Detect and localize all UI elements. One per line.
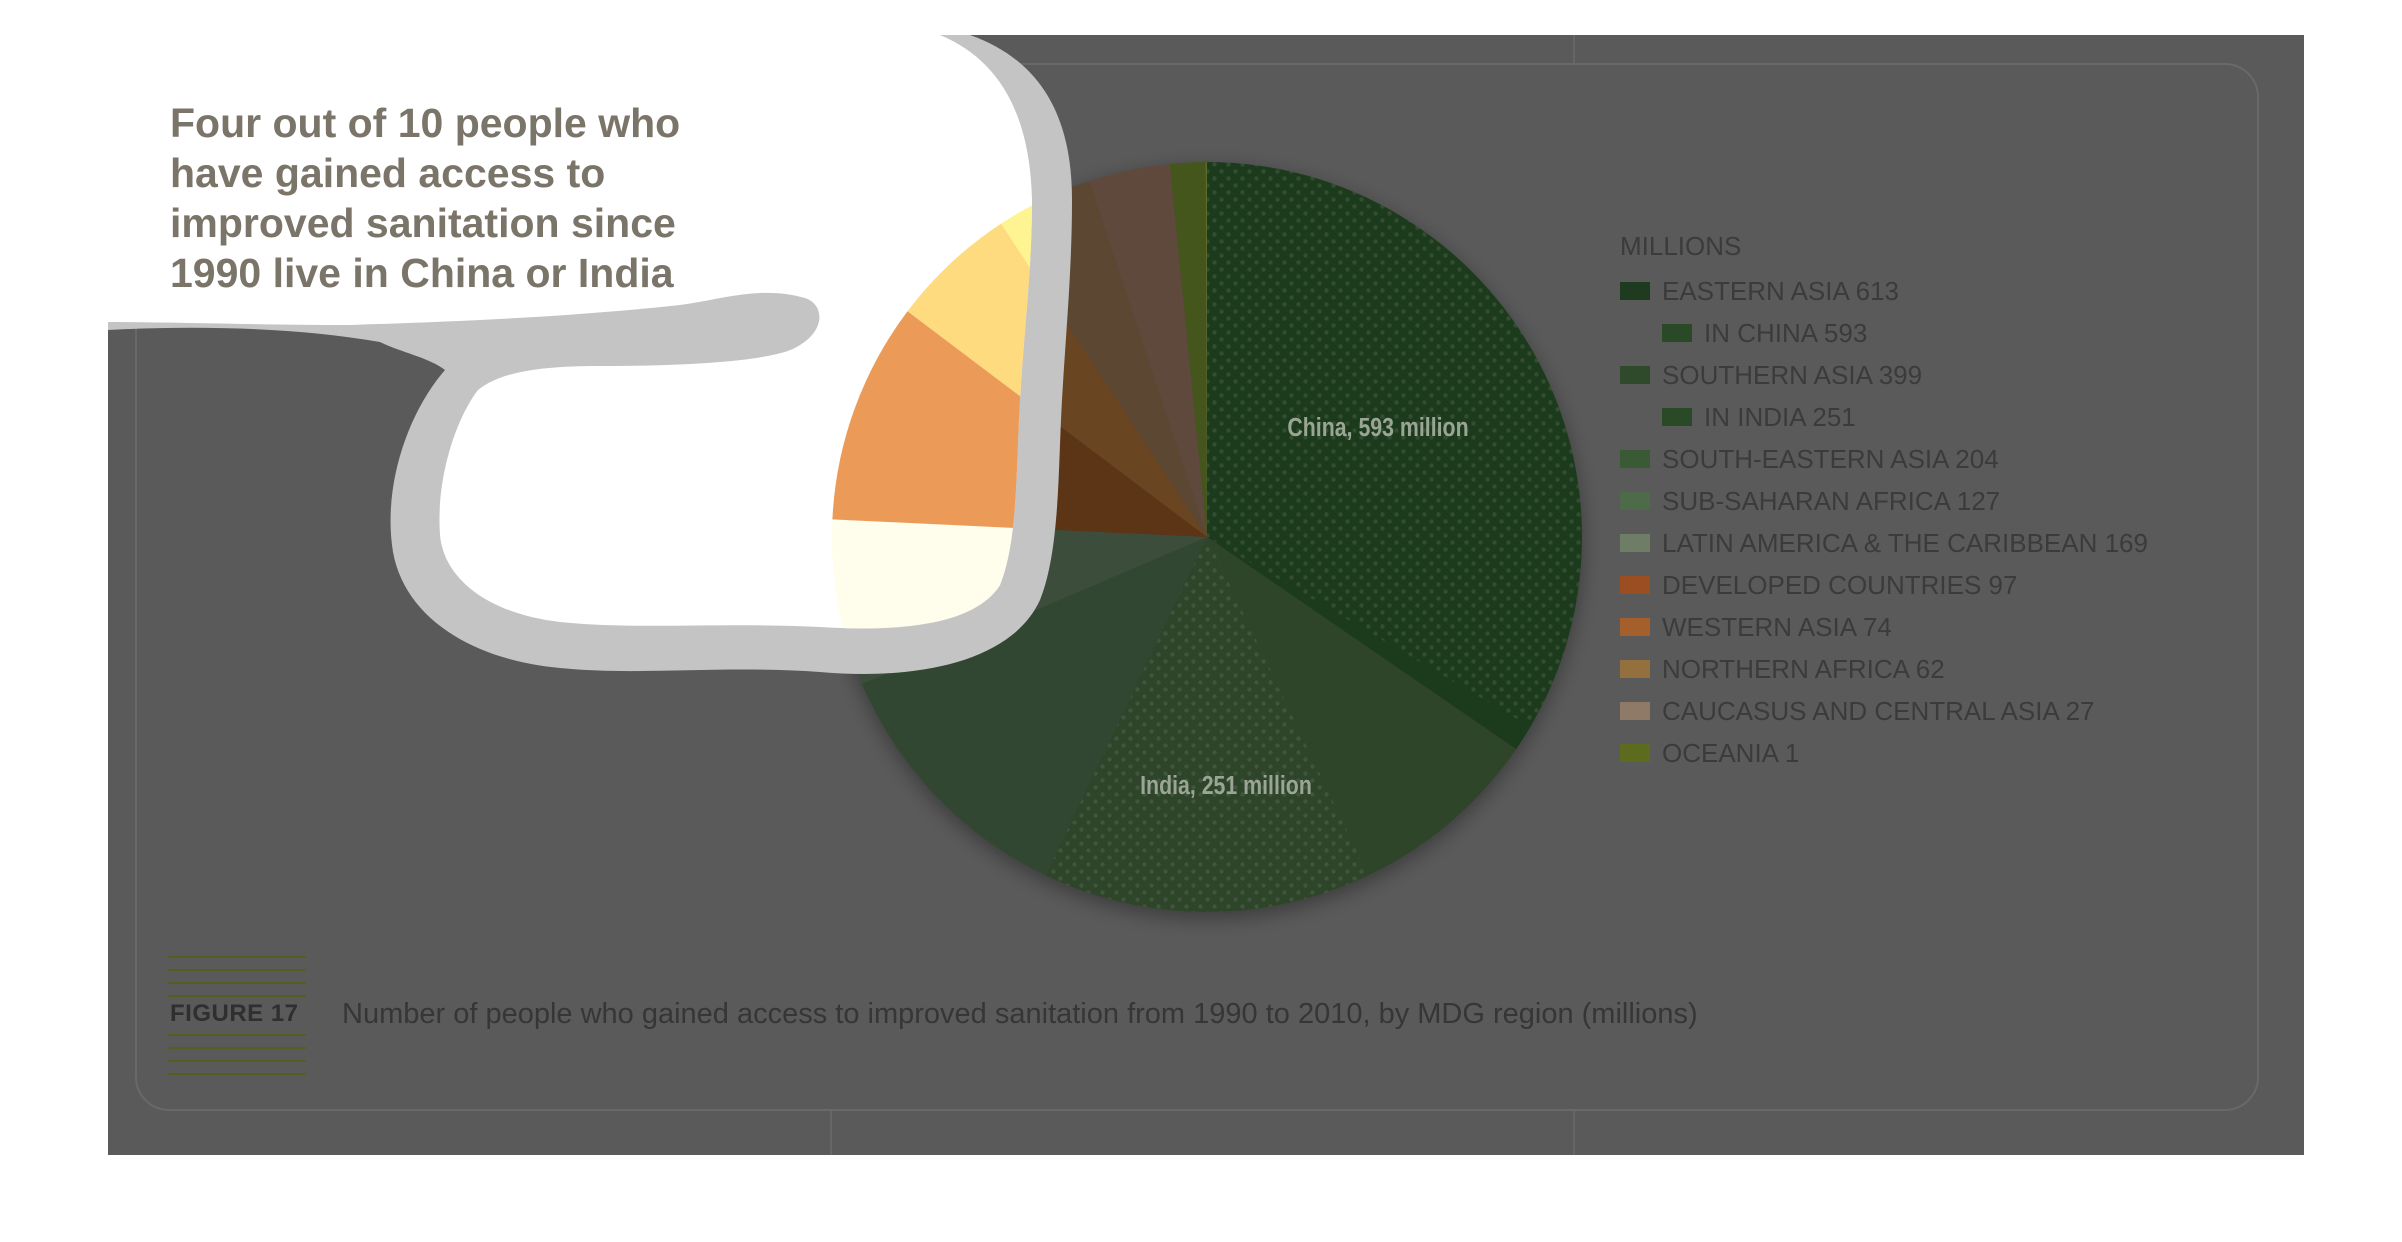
legend-swatch: [1620, 534, 1650, 552]
figure-caption: Number of people who gained access to im…: [342, 998, 1698, 1030]
callout-fill: [108, 35, 1032, 629]
pie-slice-south-eastern-asia: [862, 537, 1207, 876]
callout-slice-northern-africa: [1089, 164, 1207, 537]
legend-item: OCEANIA 1: [1620, 732, 2148, 774]
legend-item: IN CHINA 593: [1620, 312, 2148, 354]
legend-label: SOUTH-EASTERN ASIA 204: [1662, 443, 1999, 474]
legend-title: MILLIONS: [1620, 231, 1742, 261]
callout-slice-caucasus-and-central-asia: [1170, 162, 1207, 537]
callout-slice-developed-countries: [907, 223, 1032, 537]
column-divider: [1573, 1110, 1575, 1155]
pie-subslice-in-india: [1045, 537, 1369, 913]
legend-swatch: [1620, 744, 1650, 762]
pie-slice-northern-africa: [1089, 163, 1207, 537]
column-divider: [830, 1110, 832, 1155]
legend-item: WESTERN ASIA 74: [1620, 606, 2148, 648]
legend-label: OCEANIA 1: [1662, 737, 1800, 768]
figure-frame: [135, 63, 2259, 1111]
callout-slice-eastern-asia: [1207, 162, 1582, 749]
legend-swatch: [1620, 660, 1650, 678]
callout-slice-southern-asia: [1046, 537, 1517, 912]
headline: Four out of 10 people who have gained ac…: [170, 100, 681, 296]
legend-label: SUB-SAHARAN AFRICA 127: [1662, 485, 2001, 516]
pie-subslice-in-china: [1207, 162, 1582, 727]
figure-label-lines: [168, 956, 306, 1075]
legend-label: IN CHINA 593: [1704, 317, 1868, 348]
legend-item: EASTERN ASIA 613: [1620, 270, 2148, 312]
pie-slice-caucasus-and-central-asia: [1169, 162, 1207, 537]
legend-swatch: [1620, 492, 1650, 510]
legend-item: CAUCASUS AND CENTRAL ASIA 27: [1620, 690, 2148, 732]
legend-label: DEVELOPED COUNTRIES 97: [1662, 569, 2018, 600]
data-label-china: China, 593 million: [1287, 413, 1468, 443]
legend-swatch: [1620, 450, 1650, 468]
legend-item: SOUTH-EASTERN ASIA 204: [1620, 438, 2148, 480]
legend-label: NORTHERN AFRICA 62: [1662, 653, 1945, 684]
callout-slice-oceania: [1206, 162, 1207, 537]
legend-item: LATIN AMERICA & THE CARIBBEAN 169: [1620, 522, 2148, 564]
legend-item: SOUTHERN ASIA 399: [1620, 354, 2148, 396]
legend-swatch: [1620, 576, 1650, 594]
legend-label: SOUTHERN ASIA 399: [1662, 359, 1923, 390]
legend-swatch: [1620, 702, 1650, 720]
legend-swatch: [1662, 324, 1692, 342]
data-label-india: India, 251 million: [1140, 771, 1312, 801]
legend-label: LATIN AMERICA & THE CARIBBEAN 169: [1662, 527, 2148, 558]
pie-slice-oceania: [1205, 161, 1207, 537]
figure-label: FIGURE 17: [170, 1000, 299, 1027]
legend: MILLIONS EASTERN ASIA 613 IN CHINA 593 SOU…: [1620, 228, 2148, 774]
legend-item: NORTHERN AFRICA 62: [1620, 648, 2148, 690]
legend-swatch: [1620, 282, 1650, 300]
legend-swatch: [1620, 618, 1650, 636]
legend-item: IN INDIA 251: [1620, 396, 2148, 438]
legend-item: DEVELOPED COUNTRIES 97: [1620, 564, 2148, 606]
column-divider: [1573, 35, 1575, 63]
legend-swatch: [1662, 408, 1692, 426]
legend-label: CAUCASUS AND CENTRAL ASIA 27: [1662, 695, 2095, 726]
legend-label: EASTERN ASIA 613: [1662, 275, 1900, 306]
legend-swatch: [1620, 366, 1650, 384]
legend-label: WESTERN ASIA 74: [1662, 611, 1892, 642]
legend-item: SUB-SAHARAN AFRICA 127: [1620, 480, 2148, 522]
legend-label: IN INDIA 251: [1704, 401, 1856, 432]
